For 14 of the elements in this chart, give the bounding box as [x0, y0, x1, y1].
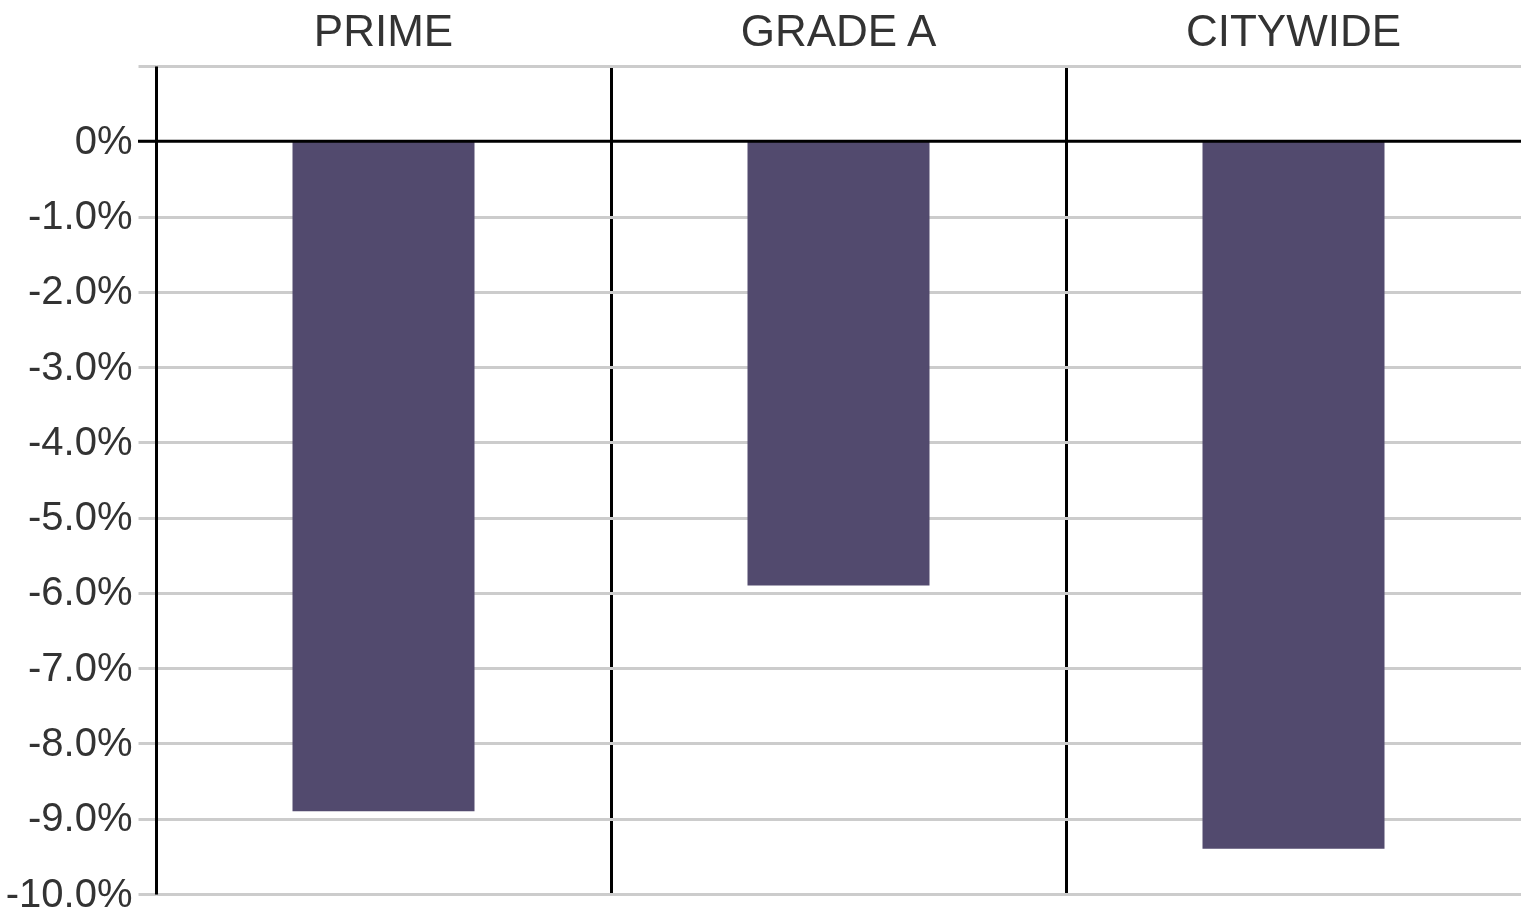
y-tick-label: -4.0%	[28, 418, 133, 463]
y-tick-label: -5.0%	[28, 494, 133, 539]
y-tick-label: -10.0%	[5, 870, 133, 915]
y-tick-label: 0%	[74, 117, 133, 162]
x-tick-label: CITYWIDE	[1185, 5, 1402, 55]
y-tick-label: -1.0%	[28, 193, 133, 238]
x-tick-label: PRIME	[313, 5, 454, 55]
y-tick-label: -3.0%	[28, 343, 133, 388]
y-tick-label: -7.0%	[28, 644, 133, 689]
y-tick-label: -2.0%	[28, 268, 133, 313]
x-tick-label: GRADE A	[740, 5, 937, 55]
y-tick-label: -9.0%	[28, 795, 133, 840]
y-tick-label: -8.0%	[28, 719, 133, 764]
y-tick-label: -6.0%	[28, 569, 133, 614]
